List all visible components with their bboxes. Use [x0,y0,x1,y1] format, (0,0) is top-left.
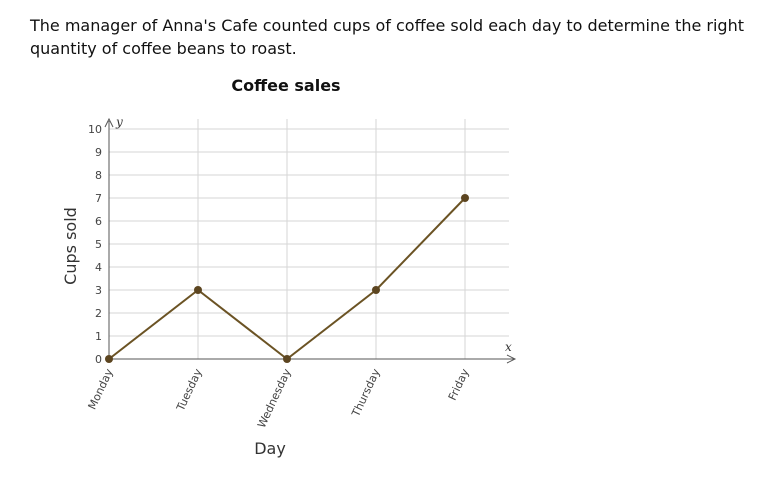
y-tick-label: 10 [88,123,102,136]
y-tick-label: 6 [95,215,102,228]
y-axis-letter: y [115,115,123,129]
x-tick-label: Friday [446,366,472,402]
y-tick-label: 1 [95,330,102,343]
y-tick-label: 4 [95,261,102,274]
x-axis-label: Day [254,439,286,458]
y-axis-arrow [104,117,114,128]
y-tick-label: 8 [95,169,102,182]
chart-title: Coffee sales [231,76,340,95]
data-point [372,286,380,294]
y-tick-label: 9 [95,146,102,159]
x-tick-label: Thursday [349,366,383,419]
y-tick-label: 3 [95,284,102,297]
y-tick-label: 2 [95,307,102,320]
axes [104,117,517,364]
x-axis-letter: x [505,340,512,354]
y-tick-labels: 0 1 2 3 4 5 6 7 8 9 10 [88,123,102,366]
y-tick-label: 7 [95,192,102,205]
data-point [283,355,291,363]
data-point [105,355,113,363]
x-tick-label: Tuesday [174,366,205,413]
x-axis-arrow [506,354,517,364]
data-point [461,194,469,202]
series-coffee-sales [105,194,469,363]
data-point [194,286,202,294]
question-text: The manager of Anna's Cafe counted cups … [30,16,744,58]
y-axis-label: Cups sold [61,207,80,285]
y-tick-label: 0 [95,353,102,366]
x-tick-label: Wednesday [255,366,294,430]
x-tick-label: Monday [86,366,116,411]
x-tick-labels: Monday Tuesday Wednesday Thursday Friday [86,366,472,430]
y-tick-label: 5 [95,238,102,251]
grid [109,119,509,360]
